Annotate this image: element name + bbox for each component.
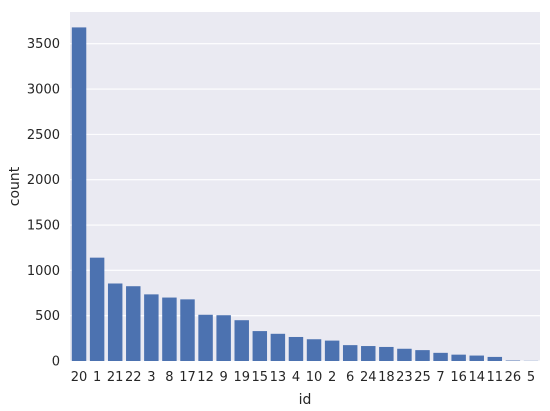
bar-2 xyxy=(324,340,340,361)
bar-23 xyxy=(397,348,412,361)
x-tick-label: 24 xyxy=(360,370,377,385)
x-tick-label: 25 xyxy=(414,370,431,385)
x-tick-label: 17 xyxy=(179,370,196,385)
y-tick-labels: 0 500 1000 1500 2000 2500 3000 3500 xyxy=(27,37,60,369)
y-tick-label: 3000 xyxy=(27,83,60,98)
x-tick-label: 12 xyxy=(197,370,214,385)
x-tick-label: 21 xyxy=(107,370,124,385)
x-tick-label: 1 xyxy=(93,370,101,385)
x-tick-label: 16 xyxy=(450,370,467,385)
y-tick-label: 1000 xyxy=(27,264,60,279)
bar-17 xyxy=(180,299,195,361)
bar-10 xyxy=(306,339,322,361)
bar-20 xyxy=(71,27,87,361)
bar-3 xyxy=(144,294,159,361)
x-tick-label: 11 xyxy=(487,370,504,385)
x-tick-label: 3 xyxy=(147,370,155,385)
bar-16 xyxy=(451,354,466,361)
y-tick-label: 500 xyxy=(35,309,60,324)
x-tick-label: 7 xyxy=(436,370,444,385)
x-tick-label: 8 xyxy=(165,370,173,385)
x-tick-label: 9 xyxy=(220,370,228,385)
x-tick-label: 5 xyxy=(527,370,535,385)
bar-12 xyxy=(198,314,213,361)
x-tick-label: 26 xyxy=(505,370,522,385)
bar-15 xyxy=(252,331,268,361)
x-tick-labels: 20 1 21 22 3 8 17 12 9 19 15 13 4 10 2 6 24 18 23 25 7 16 14 11… xyxy=(71,370,535,385)
x-tick-label: 15 xyxy=(252,370,269,385)
bar-7 xyxy=(433,352,448,361)
y-axis-label: count xyxy=(7,166,23,206)
x-tick-label: 14 xyxy=(468,370,485,385)
x-axis-label: id xyxy=(299,392,312,408)
bar-13 xyxy=(270,333,286,361)
bar-8 xyxy=(162,297,177,361)
bar-1 xyxy=(89,257,105,361)
y-tick-label: 0 xyxy=(52,355,60,370)
x-tick-label: 19 xyxy=(233,370,250,385)
x-tick-label: 10 xyxy=(306,370,323,385)
y-tick-label: 3500 xyxy=(27,37,60,52)
y-tick-label: 2000 xyxy=(27,173,60,188)
bar-14 xyxy=(469,355,484,361)
bar-4 xyxy=(288,336,304,361)
x-tick-label: 20 xyxy=(71,370,88,385)
y-tick-label: 1500 xyxy=(27,219,60,234)
x-tick-label: 6 xyxy=(346,370,354,385)
x-tick-label: 2 xyxy=(328,370,336,385)
bar-25 xyxy=(415,350,430,361)
x-tick-label: 18 xyxy=(378,370,395,385)
bars xyxy=(71,27,539,361)
bar-9 xyxy=(216,315,231,361)
x-tick-label: 22 xyxy=(125,370,142,385)
bar-24 xyxy=(361,346,376,361)
bar-22 xyxy=(126,286,141,361)
bar-11 xyxy=(487,356,503,361)
x-tick-label: 23 xyxy=(396,370,413,385)
bar-6 xyxy=(342,345,358,361)
bar-18 xyxy=(379,346,394,361)
bar-19 xyxy=(234,320,249,361)
x-tick-label: 13 xyxy=(270,370,287,385)
y-tick-label: 2500 xyxy=(27,128,60,143)
x-tick-label: 4 xyxy=(292,370,300,385)
bar-21 xyxy=(107,283,123,361)
